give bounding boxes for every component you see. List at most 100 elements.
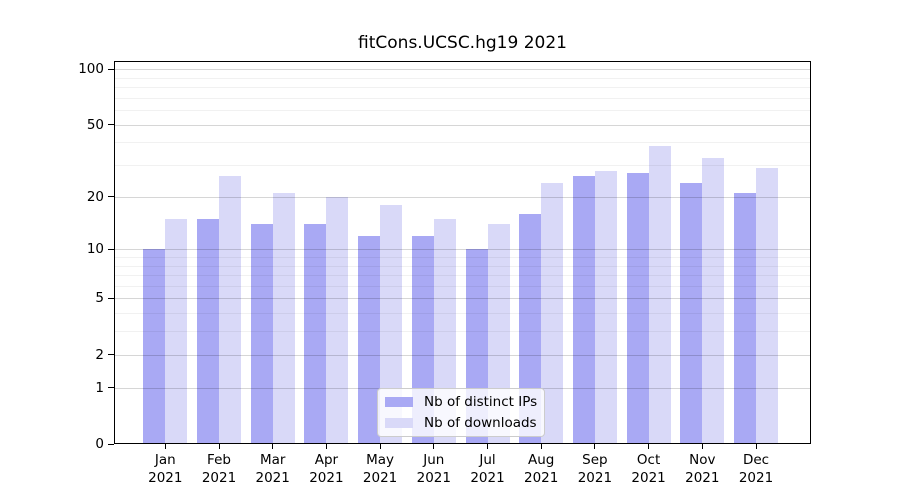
gridline-minor (114, 110, 811, 112)
bar-downloads-jun (433, 218, 456, 444)
bar-downloads-feb (219, 176, 241, 444)
bar-downloads-mar (272, 192, 295, 444)
y-tick-label: 10 (86, 241, 104, 258)
bar-distinct-ips-sep (572, 176, 595, 444)
y-tick-label: 100 (78, 61, 104, 78)
x-tick-month: Nov (689, 452, 716, 468)
bar-distinct-ips-oct (626, 173, 649, 444)
bar-distinct-ips-dec (734, 192, 756, 444)
x-tick-year: 2021 (524, 469, 559, 486)
x-tick-label: Apr 2021 (290, 452, 362, 487)
y-tick-mark (108, 387, 114, 389)
y-tick-label: 2 (95, 346, 104, 363)
x-tick-year: 2021 (738, 469, 774, 486)
bar-distinct-ips-aug (519, 213, 542, 444)
bar-downloads-apr (326, 196, 349, 444)
bar-distinct-ips-may (358, 235, 381, 444)
x-tick-mark (487, 444, 488, 449)
x-tick-month: Sep (582, 452, 608, 468)
legend-swatch-distinct-ips (385, 397, 413, 407)
y-tick-label: 20 (86, 188, 104, 205)
legend-entry-downloads: Nb of downloads (385, 416, 544, 430)
x-tick-month: Apr (314, 452, 339, 468)
legend-label-distinct-ips: Nb of distinct IPs (424, 394, 538, 410)
gridline-minor (114, 87, 811, 89)
x-tick-month: Dec (742, 452, 770, 468)
x-tick-label: Dec 2021 (720, 452, 792, 487)
x-tick-label: May 2021 (344, 452, 416, 487)
y-tick-label: 1 (95, 379, 104, 396)
x-tick-month: Aug (528, 452, 555, 468)
x-tick-mark (379, 444, 381, 449)
x-tick-year: 2021 (255, 469, 290, 486)
x-tick-mark (701, 444, 703, 449)
bar-downloads-dec (756, 167, 778, 444)
x-tick-year: 2021 (362, 469, 398, 486)
legend-entry-distinct-ips: Nb of distinct IPs (385, 395, 544, 409)
x-tick-label: Jun 2021 (398, 452, 470, 487)
bar-downloads-may (380, 204, 403, 444)
bar-distinct-ips-mar (250, 224, 273, 444)
legend-swatch-downloads (385, 418, 413, 428)
bar-downloads-nov (702, 157, 725, 444)
y-tick-mark (108, 297, 114, 299)
x-tick-month: Jan (154, 452, 176, 468)
y-tick-mark (108, 68, 114, 70)
bar-distinct-ips-nov (680, 182, 703, 444)
y-tick-label: 50 (86, 116, 104, 133)
y-tick-label: 5 (95, 290, 104, 307)
y-tick-mark (108, 354, 114, 356)
x-tick-year: 2021 (201, 469, 237, 486)
x-tick-year: 2021 (148, 469, 183, 486)
x-tick-year: 2021 (577, 469, 613, 486)
x-tick-mark (272, 444, 274, 449)
x-tick-label: Nov 2021 (666, 452, 738, 487)
x-tick-month: Mar (259, 452, 286, 468)
legend-label-downloads: Nb of downloads (424, 415, 537, 431)
gridline-minor (114, 77, 811, 79)
legend: Nb of distinct IPs Nb of downloads (377, 388, 545, 437)
x-tick-year: 2021 (631, 469, 666, 486)
x-tick-label: Jan 2021 (129, 452, 201, 487)
x-tick-label: Jul 2021 (452, 452, 524, 487)
x-tick-mark (755, 444, 757, 449)
x-tick-month: May (366, 452, 395, 468)
y-tick-mark (108, 196, 114, 198)
x-tick-label: Feb 2021 (183, 452, 255, 487)
gridline-minor (114, 97, 811, 99)
x-tick-label: Aug 2021 (505, 452, 577, 487)
gridline-minor (114, 142, 811, 144)
x-tick-month: Oct (636, 452, 661, 468)
bar-downloads-aug (541, 182, 564, 444)
x-tick-mark (594, 444, 596, 449)
gridline-major (114, 69, 811, 71)
x-tick-month: Jul (479, 452, 496, 468)
x-tick-mark (433, 444, 435, 449)
gridline-major (114, 124, 811, 126)
x-tick-label: Mar 2021 (237, 452, 309, 487)
x-tick-year: 2021 (416, 469, 451, 486)
bar-distinct-ips-feb (197, 218, 219, 444)
y-tick-mark (108, 443, 114, 445)
x-tick-month: Jun (423, 452, 445, 468)
x-tick-mark (325, 444, 327, 449)
bar-downloads-oct (648, 146, 671, 444)
x-tick-mark (648, 444, 650, 449)
x-tick-year: 2021 (470, 469, 505, 486)
x-tick-year: 2021 (685, 469, 720, 486)
x-tick-mark (218, 444, 220, 449)
bar-downloads-sep (594, 170, 617, 444)
x-tick-mark (164, 444, 166, 449)
y-tick-mark (108, 248, 114, 250)
x-tick-label: Oct 2021 (613, 452, 685, 487)
y-tick-label: 0 (95, 436, 104, 452)
bar-distinct-ips-jan (143, 249, 166, 444)
x-tick-mark (540, 444, 542, 449)
x-tick-month: Feb (207, 452, 231, 468)
x-tick-label: Sep 2021 (559, 452, 631, 487)
chart-title: fitCons.UCSC.hg19 2021 (358, 33, 567, 53)
bar-downloads-jan (165, 218, 188, 444)
x-tick-year: 2021 (309, 469, 344, 486)
bar-distinct-ips-apr (304, 224, 327, 444)
